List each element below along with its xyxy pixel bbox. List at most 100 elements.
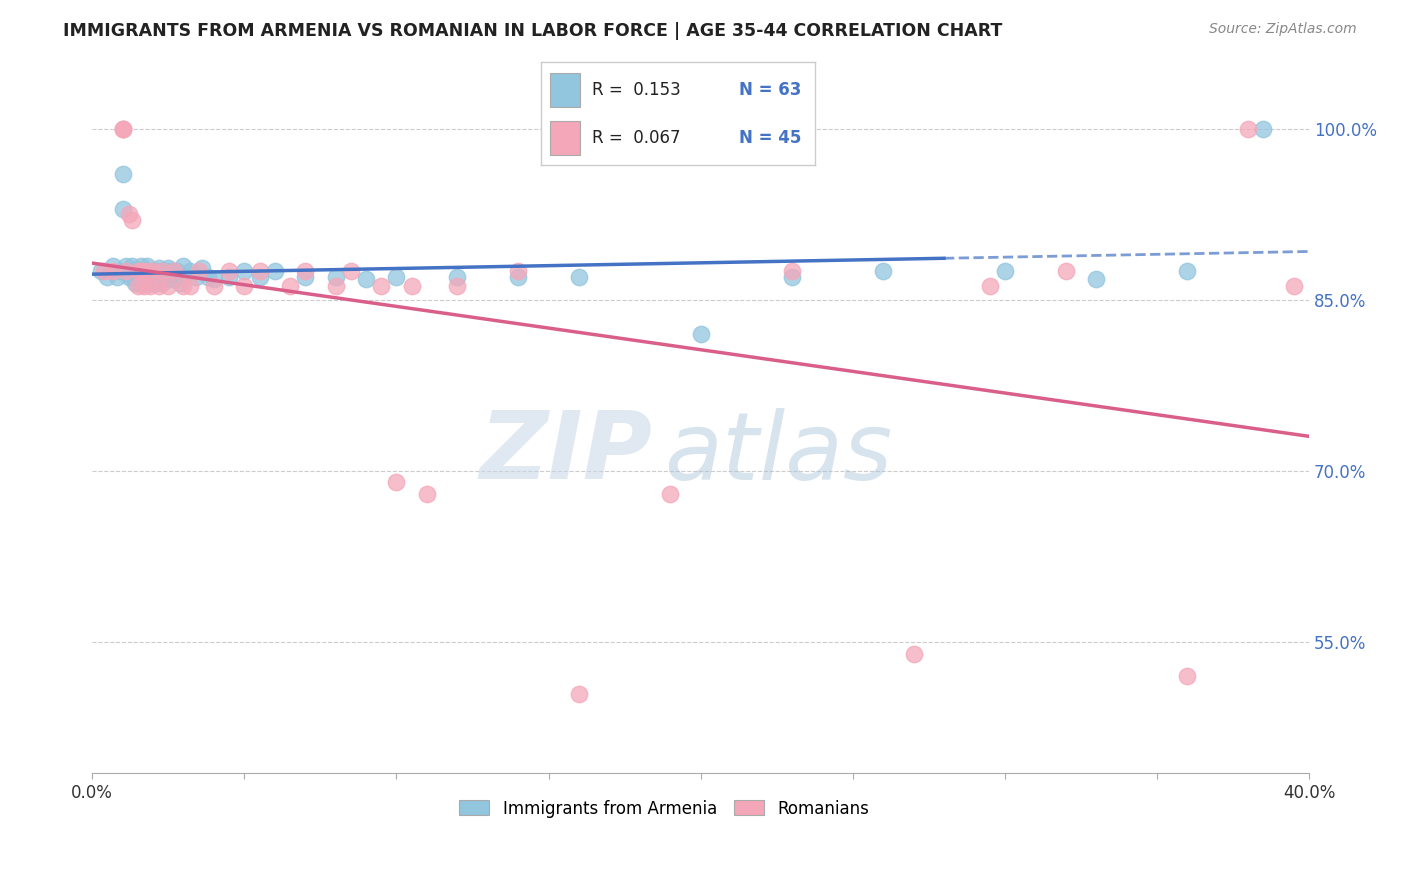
Point: [994, 264, 1017, 278]
Point: [121, 270, 143, 285]
Point: [145, 264, 167, 278]
Point: [108, 264, 131, 278]
Text: Source: ZipAtlas.com: Source: ZipAtlas.com: [1209, 22, 1357, 37]
Point: [446, 270, 468, 285]
Point: [157, 272, 180, 286]
Point: [118, 264, 141, 278]
Point: [114, 264, 136, 278]
Point: [132, 264, 155, 278]
Point: [166, 264, 188, 278]
Point: [780, 270, 803, 285]
Point: [1085, 272, 1108, 286]
Point: [202, 272, 225, 286]
Point: [157, 260, 180, 275]
Point: [172, 259, 194, 273]
Point: [179, 264, 201, 278]
Point: [339, 264, 361, 278]
Point: [169, 276, 191, 290]
Point: [121, 213, 143, 227]
Point: [127, 264, 149, 278]
Point: [124, 276, 146, 290]
Point: [111, 121, 134, 136]
Point: [1282, 279, 1305, 293]
Point: [263, 264, 285, 278]
FancyBboxPatch shape: [550, 73, 579, 106]
Point: [129, 270, 152, 285]
Point: [136, 264, 159, 278]
Point: [105, 270, 128, 285]
Point: [659, 487, 682, 501]
Point: [124, 264, 146, 278]
Point: [278, 279, 301, 293]
Point: [1253, 121, 1275, 136]
Point: [148, 272, 170, 286]
Point: [129, 259, 152, 273]
Text: R =  0.153: R = 0.153: [592, 80, 681, 99]
Point: [979, 279, 1001, 293]
Point: [157, 279, 180, 293]
Point: [370, 279, 392, 293]
Point: [111, 121, 134, 136]
Point: [249, 264, 271, 278]
Point: [689, 327, 711, 342]
Point: [103, 259, 125, 273]
Point: [325, 270, 347, 285]
Point: [150, 276, 173, 290]
Point: [93, 264, 115, 278]
Point: [129, 264, 152, 278]
Point: [121, 259, 143, 273]
Text: atlas: atlas: [664, 408, 893, 499]
Point: [385, 270, 408, 285]
Point: [780, 264, 803, 278]
Point: [114, 259, 136, 273]
Point: [872, 264, 894, 278]
Point: [148, 279, 170, 293]
Point: [139, 279, 162, 293]
Point: [903, 647, 925, 661]
Point: [202, 279, 225, 293]
Point: [416, 487, 439, 501]
Point: [132, 276, 155, 290]
Point: [139, 264, 162, 278]
Point: [145, 276, 167, 290]
Text: N = 45: N = 45: [738, 128, 801, 147]
Point: [153, 264, 176, 278]
Point: [354, 272, 377, 286]
Point: [132, 279, 155, 293]
Point: [136, 270, 159, 285]
Point: [179, 279, 201, 293]
Point: [190, 260, 212, 275]
Point: [111, 202, 134, 216]
Point: [197, 270, 219, 285]
Point: [294, 270, 316, 285]
Point: [218, 270, 240, 285]
Point: [118, 270, 141, 285]
Point: [184, 270, 207, 285]
Point: [163, 272, 186, 286]
Point: [233, 264, 256, 278]
Point: [294, 264, 316, 278]
Point: [111, 168, 134, 182]
Point: [96, 270, 118, 285]
Point: [506, 264, 529, 278]
Point: [148, 260, 170, 275]
Point: [1054, 264, 1077, 278]
Point: [90, 264, 112, 278]
Text: R =  0.067: R = 0.067: [592, 128, 681, 147]
Point: [150, 264, 173, 278]
Point: [127, 264, 149, 278]
Point: [233, 279, 256, 293]
Point: [1237, 121, 1260, 136]
Point: [142, 264, 165, 278]
Point: [163, 264, 186, 278]
Point: [111, 121, 134, 136]
Point: [103, 264, 125, 278]
Point: [127, 276, 149, 290]
Point: [142, 276, 165, 290]
Text: N = 63: N = 63: [738, 80, 801, 99]
Text: ZIP: ZIP: [479, 408, 652, 500]
Point: [446, 279, 468, 293]
Point: [187, 264, 209, 278]
Point: [385, 475, 408, 490]
Point: [172, 279, 194, 293]
